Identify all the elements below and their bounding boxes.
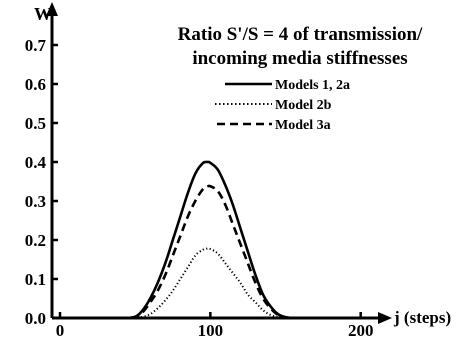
y-axis-arrow <box>46 2 58 16</box>
y-tick-label: 0.4 <box>25 153 47 172</box>
y-axis-label: W <box>34 4 52 24</box>
y-tick-label: 0.5 <box>25 114 46 133</box>
legend-label-model-3a: Model 3a <box>275 118 331 133</box>
chart-title-line-2: incoming media stiffnesses <box>192 48 407 69</box>
legend-label-model-2b: Model 2b <box>275 98 332 113</box>
y-tick-label: 0.7 <box>25 36 47 55</box>
x-tick-label: 100 <box>198 321 224 340</box>
ticks: 0.0 0.1 0.2 0.3 0.4 0.5 0.6 0.7 0 100 200 <box>25 36 374 340</box>
legend-label-models-1-2a: Models 1, 2a <box>275 78 350 93</box>
y-tick-label: 0.0 <box>25 309 46 328</box>
legend: Models 1, 2a Model 2b Model 3a <box>215 78 350 133</box>
x-tick-label: 200 <box>348 321 374 340</box>
x-tick-label: 0 <box>56 321 65 340</box>
y-tick-label: 0.6 <box>25 75 46 94</box>
y-tick-label: 0.1 <box>25 270 46 289</box>
y-tick-label: 0.2 <box>25 231 46 250</box>
series <box>105 160 316 320</box>
series-line-dashed <box>105 184 316 320</box>
chart-title-line-1: Ratio S'/S = 4 of transmission/ <box>178 24 423 45</box>
y-tick-label: 0.3 <box>25 192 46 211</box>
x-axis-arrow <box>378 312 392 324</box>
x-axis-label: j (steps) <box>393 308 451 327</box>
series-line-dotted <box>105 247 316 320</box>
